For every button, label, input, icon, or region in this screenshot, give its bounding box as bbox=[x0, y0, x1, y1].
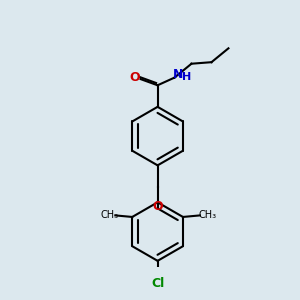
Text: CH₃: CH₃ bbox=[199, 210, 217, 220]
Text: O: O bbox=[152, 200, 163, 213]
Text: O: O bbox=[129, 71, 140, 84]
Text: H: H bbox=[182, 72, 191, 82]
Text: CH₃: CH₃ bbox=[100, 210, 118, 220]
Text: Cl: Cl bbox=[151, 278, 164, 290]
Text: N: N bbox=[172, 68, 183, 81]
